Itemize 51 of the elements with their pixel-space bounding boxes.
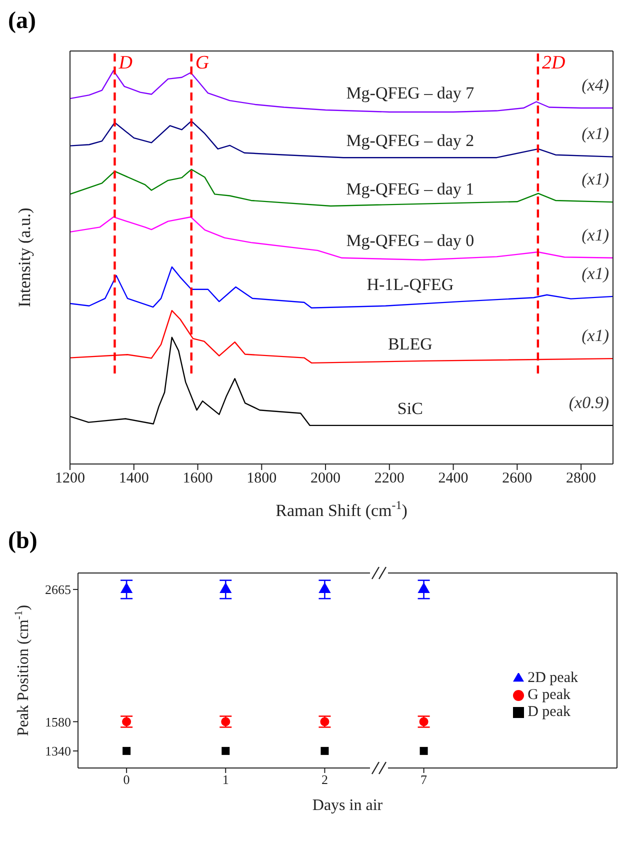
annotation: (x4) bbox=[582, 75, 610, 94]
y-tick-label: 2665 bbox=[45, 582, 71, 598]
chart-title: (a) bbox=[8, 8, 36, 35]
series-label: SiC bbox=[397, 398, 423, 418]
y-tick-label: 1340 bbox=[45, 744, 71, 759]
x-tick-label: 1 bbox=[222, 772, 229, 788]
x-tick-label: 1800 bbox=[246, 470, 277, 487]
ref-line-label: 2D bbox=[542, 52, 566, 74]
point bbox=[220, 582, 232, 593]
legend-label: G peak bbox=[528, 687, 570, 703]
x-tick-label: 0 bbox=[123, 772, 130, 788]
x-tick-label: 2400 bbox=[438, 470, 468, 487]
x-tick-label: 1400 bbox=[118, 470, 149, 487]
point bbox=[318, 582, 331, 593]
annotation: (x1) bbox=[582, 264, 610, 283]
chart-title: (b) bbox=[8, 528, 38, 555]
x-tick-label: 2 bbox=[321, 772, 328, 788]
point bbox=[122, 717, 132, 726]
annotation: (x1) bbox=[582, 124, 610, 144]
x-tick-label: 7 bbox=[420, 772, 428, 788]
y-tick-label: 1580 bbox=[45, 714, 71, 730]
legend-label: 2D peak bbox=[528, 670, 578, 686]
x-axis-title: Days in air bbox=[312, 797, 384, 814]
series-label: Mg-QFEG – day 7 bbox=[346, 83, 475, 102]
series-label: BLEG bbox=[388, 334, 432, 354]
x-tick-label: 2000 bbox=[310, 470, 341, 487]
x-tick-label: 2800 bbox=[566, 470, 596, 487]
x-tick-label: 2600 bbox=[502, 470, 532, 487]
point bbox=[320, 746, 329, 755]
annotation: (x1) bbox=[582, 225, 610, 244]
ref-line-label: D bbox=[118, 52, 133, 74]
point bbox=[122, 746, 131, 755]
series-label: Mg-QFEG – day 2 bbox=[346, 130, 474, 150]
legend-label: D peak bbox=[528, 704, 570, 720]
x-axis-title: Raman Shift (cm$^{-1}$) bbox=[276, 498, 408, 520]
point bbox=[222, 746, 230, 755]
ref-line-label: G bbox=[195, 52, 210, 74]
series-label: Mg-QFEG – day 0 bbox=[346, 231, 474, 250]
y-axis-title: Intensity (a.u.) bbox=[15, 208, 34, 308]
series-label: Mg-QFEG – day 1 bbox=[346, 179, 474, 198]
point bbox=[420, 746, 428, 755]
point bbox=[418, 582, 430, 593]
annotation: (x1) bbox=[582, 326, 610, 346]
annotation: (x1) bbox=[582, 169, 610, 188]
x-tick-label: 1600 bbox=[182, 470, 213, 487]
x-tick-label: 1200 bbox=[55, 470, 85, 487]
series-label: H-1L-QFEG bbox=[366, 274, 454, 294]
annotation: (x0.9) bbox=[568, 392, 610, 412]
x-tick-label: 2200 bbox=[374, 470, 404, 487]
point bbox=[120, 582, 133, 593]
point bbox=[221, 717, 230, 726]
